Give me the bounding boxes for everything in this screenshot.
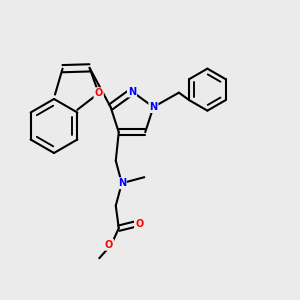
Text: O: O xyxy=(105,240,113,250)
Text: N: N xyxy=(128,86,136,97)
Text: O: O xyxy=(135,219,143,229)
Text: N: N xyxy=(149,102,158,112)
Text: N: N xyxy=(118,178,126,188)
Text: O: O xyxy=(94,88,103,98)
